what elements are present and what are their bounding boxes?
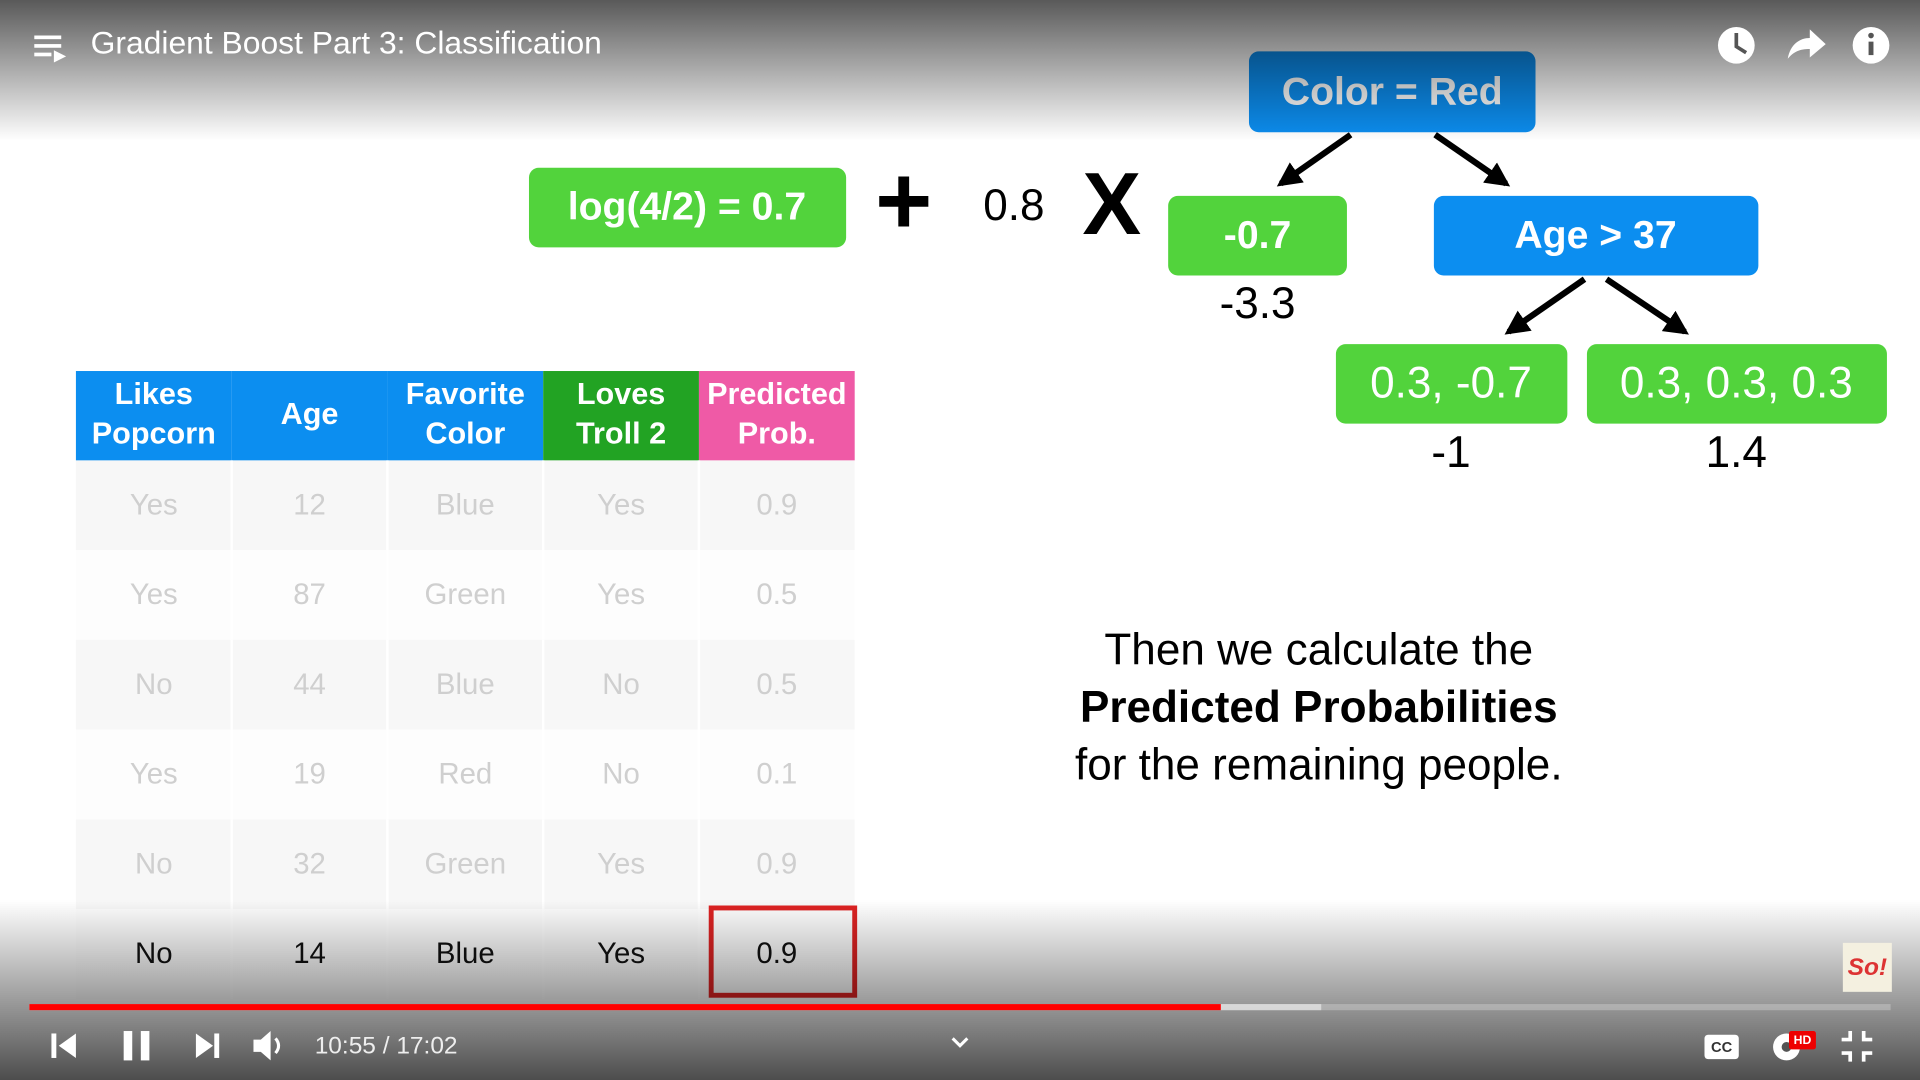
- share-button[interactable]: [1787, 29, 1826, 59]
- table-cell: Yes: [130, 488, 178, 521]
- bottom-shade: [0, 900, 1920, 1080]
- decision-node: [1433, 195, 1759, 276]
- tree-edges: [1276, 132, 1689, 335]
- header-cell: [231, 371, 388, 461]
- table-cell: 19: [293, 758, 326, 791]
- table-cell: No: [602, 758, 640, 791]
- table-cell: No: [602, 668, 640, 701]
- leaf-residuals: -0.7: [1224, 214, 1292, 257]
- info-button[interactable]: [1852, 26, 1890, 64]
- edge: [1604, 276, 1689, 335]
- next-button[interactable]: [195, 1033, 220, 1058]
- table-cell: 0.1: [756, 758, 797, 791]
- hd-badge: HD: [1794, 1033, 1812, 1047]
- watch-later-button[interactable]: [1717, 26, 1755, 64]
- plus-sign: +: [875, 145, 932, 255]
- edge: [1504, 276, 1587, 335]
- channel-logo: So!: [1842, 942, 1892, 992]
- table-row: [75, 819, 855, 910]
- top-shade: [0, 0, 1920, 141]
- leaf-output: -3.3: [1220, 279, 1296, 328]
- header-label: Predicted: [707, 377, 846, 411]
- table-cell: 32: [293, 847, 326, 880]
- caption-line: Then we calculate the: [1104, 625, 1533, 674]
- header-label: Age: [281, 397, 339, 431]
- table-cell: Green: [424, 847, 506, 880]
- leaf-output: -1: [1431, 428, 1470, 477]
- table-cell: Blue: [436, 668, 495, 701]
- header-label: Popcorn: [92, 416, 216, 450]
- table-cell: Red: [438, 758, 492, 791]
- edge: [1276, 132, 1353, 187]
- volume-button[interactable]: [253, 1031, 281, 1061]
- table-row: [75, 460, 855, 551]
- leaf-output: 1.4: [1706, 428, 1767, 477]
- table-cell: 0.9: [756, 847, 797, 880]
- leaf-node: [1335, 344, 1568, 424]
- table-cell: 0.5: [756, 578, 797, 611]
- table-cell: 44: [293, 668, 326, 701]
- cc-label: CC: [1711, 1040, 1733, 1056]
- edge: [1433, 132, 1511, 187]
- exit-fullscreen-button[interactable]: [1841, 1031, 1873, 1062]
- previous-button[interactable]: [51, 1033, 76, 1058]
- table-row: [75, 729, 855, 820]
- table-cell: Yes: [597, 847, 645, 880]
- header-label: Prob.: [738, 416, 816, 450]
- initial-text: log(4/2) = 0.7: [568, 186, 806, 229]
- times-sign: X: [1082, 154, 1141, 253]
- header-label: Likes: [115, 377, 193, 411]
- captions-button[interactable]: CC: [1704, 1034, 1739, 1060]
- table-cell: No: [135, 847, 173, 880]
- header-cell: [698, 371, 855, 461]
- pause-button[interactable]: [123, 1031, 150, 1061]
- header-label: Favorite: [406, 377, 525, 411]
- time-display: 10:55 / 17:02: [315, 1032, 458, 1059]
- header-label: Loves: [577, 377, 665, 411]
- playlist-button[interactable]: [34, 35, 67, 63]
- table-cell: Yes: [130, 578, 178, 611]
- decision-label: Age > 37: [1514, 214, 1676, 257]
- table-cell: 0.9: [756, 488, 797, 521]
- header-label: Color: [425, 416, 505, 450]
- header-cell: [387, 371, 544, 461]
- header-cell: [543, 371, 699, 461]
- progress-played: [29, 1004, 1221, 1011]
- table-cell: 0.5: [756, 668, 797, 701]
- initial-box: [528, 167, 847, 248]
- svg-text:So!: So!: [1848, 954, 1887, 981]
- table-cell: No: [135, 668, 173, 701]
- table-cell: Yes: [597, 488, 645, 521]
- header-label: Troll 2: [576, 416, 666, 450]
- table-cell: Blue: [436, 488, 495, 521]
- leaf-node: [1168, 195, 1347, 276]
- video-title[interactable]: Gradient Boost Part 3: Classification: [91, 25, 602, 61]
- leaf-residuals: 0.3, -0.7: [1370, 358, 1532, 407]
- table-cell: Yes: [597, 578, 645, 611]
- table-row: [75, 639, 855, 730]
- table-cell: 87: [293, 578, 326, 611]
- leaf-residuals: 0.3, 0.3, 0.3: [1620, 358, 1853, 407]
- caption-line: for the remaining people.: [1075, 740, 1563, 789]
- learning-rate: 0.8: [983, 181, 1044, 230]
- settings-button[interactable]: HD: [1773, 1031, 1816, 1061]
- more-chevron[interactable]: [951, 1037, 969, 1048]
- table-cell: Green: [424, 578, 506, 611]
- caption-line: Predicted Probabilities: [1080, 683, 1558, 732]
- header-cell: [75, 371, 232, 461]
- table-cell: Yes: [130, 758, 178, 791]
- table-cell: 12: [293, 488, 326, 521]
- table-row: [75, 550, 855, 640]
- leaf-node: [1586, 344, 1887, 424]
